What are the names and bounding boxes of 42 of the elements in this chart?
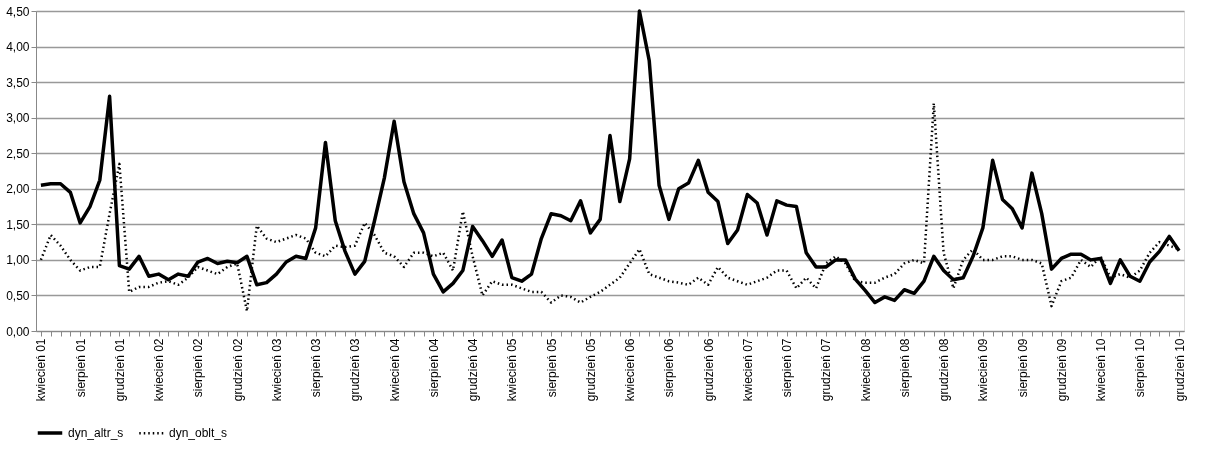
legend-label: dyn_altr_s [68,426,124,440]
y-tick-label: 1,50 [6,217,30,232]
x-tick-label: grudzień 05 [583,338,598,402]
y-tick-label: 2,50 [6,146,30,161]
x-tick-label: sierpień 07 [780,338,795,398]
x-tick-label: sierpień 05 [544,338,559,398]
x-tick-label: grudzień 10 [1172,338,1187,402]
x-tick-label: grudzień 04 [466,338,481,402]
x-tick-label: sierpień 10 [1133,338,1148,398]
x-tick-label: kwiecień 09 [976,338,991,402]
x-tick-label: kwiecień 03 [269,338,284,402]
y-tick-label: 1,00 [6,253,30,268]
x-tick-label: kwiecień 01 [34,338,49,402]
x-tick-label: kwiecień 10 [1094,338,1109,402]
x-tick-label: kwiecień 08 [858,338,873,402]
x-tick-label: sierpień 04 [426,338,441,398]
x-tick-label: sierpień 01 [73,338,88,398]
x-tick-label: grudzień 02 [230,338,245,402]
y-tick-label: 4,50 [6,4,30,19]
x-tick-label: grudzień 08 [937,338,952,402]
x-tick-label: grudzień 03 [348,338,363,402]
x-tick-label: kwiecień 06 [623,338,638,402]
x-tick-label: sierpień 09 [1015,338,1030,398]
x-tick-label: sierpień 08 [897,338,912,398]
x-tick-label: grudzień 01 [112,338,127,402]
y-tick-label: 0,50 [6,288,30,303]
y-tick-label: 3,50 [6,75,30,90]
x-tick-label: kwiecień 05 [505,338,520,402]
x-tick-label: kwiecień 02 [152,338,167,402]
x-tick-label: kwiecień 04 [387,338,402,402]
legend-label: dyn_oblt_s [169,426,228,441]
y-tick-label: 0,00 [6,324,30,339]
y-tick-label: 4,00 [6,40,30,55]
x-tick-label: grudzień 09 [1054,338,1069,402]
x-tick-label: grudzień 07 [819,338,834,402]
y-tick-label: 2,00 [6,182,30,197]
y-tick-label: 3,00 [6,111,30,126]
x-tick-label: kwiecień 07 [740,338,755,402]
x-tick-label: sierpień 06 [662,338,677,398]
x-tick-label: sierpień 02 [191,338,206,398]
x-tick-label: sierpień 03 [309,338,324,398]
x-tick-label: grudzień 06 [701,338,716,402]
